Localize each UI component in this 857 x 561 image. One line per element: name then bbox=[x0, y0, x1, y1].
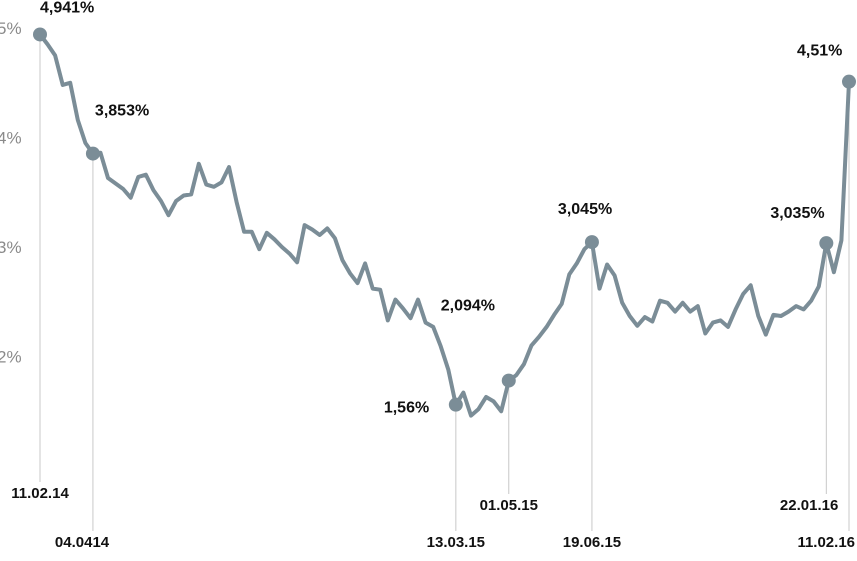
y-tick-label: 5% bbox=[0, 19, 22, 38]
highlight-marker bbox=[501, 373, 516, 388]
highlight-droplines bbox=[39, 34, 850, 531]
highlight-marker bbox=[584, 235, 599, 250]
highlight-date-label: 22.01.16 bbox=[780, 497, 838, 514]
highlight-value-label: 3,035% bbox=[770, 205, 824, 222]
yield-series-line bbox=[38, 32, 851, 418]
highlight-marker bbox=[448, 397, 463, 412]
highlight-date-label: 11.02.14 bbox=[11, 485, 69, 502]
y-axis-tick-labels: 2% 3% 4% 5% bbox=[0, 19, 22, 367]
highlight-value-label: 1,56% bbox=[384, 400, 429, 417]
y-tick-label: 3% bbox=[0, 238, 22, 257]
highlight-markers bbox=[33, 27, 856, 412]
highlight-value-label: 4,51% bbox=[797, 43, 842, 60]
highlight-date-label: 01.05.15 bbox=[480, 497, 538, 514]
highlight-value-label: 3,045% bbox=[558, 201, 612, 218]
highlight-date-label: 11.02.16 bbox=[797, 534, 855, 551]
highlight-date-label: 04.0414 bbox=[55, 534, 110, 551]
y-tick-label: 2% bbox=[0, 348, 22, 367]
highlight-date-label: 13.03.15 bbox=[427, 534, 485, 551]
highlight-marker bbox=[85, 146, 100, 161]
highlight-date-label: 19.06.15 bbox=[563, 534, 621, 551]
highlight-marker bbox=[819, 236, 834, 251]
y-tick-label: 4% bbox=[0, 129, 22, 148]
highlight-marker bbox=[33, 27, 47, 42]
highlight-value-label: 2,094% bbox=[441, 298, 495, 315]
highlight-value-label: 3,853% bbox=[95, 103, 149, 120]
highlight-value-label: 4,941% bbox=[40, 0, 94, 16]
series-line-layer bbox=[38, 32, 851, 418]
highlight-marker bbox=[842, 74, 856, 89]
highlight-labels: 4,941% 11.02.14 3,853% 04.0414 1,56% 13.03.15… bbox=[11, 0, 855, 551]
